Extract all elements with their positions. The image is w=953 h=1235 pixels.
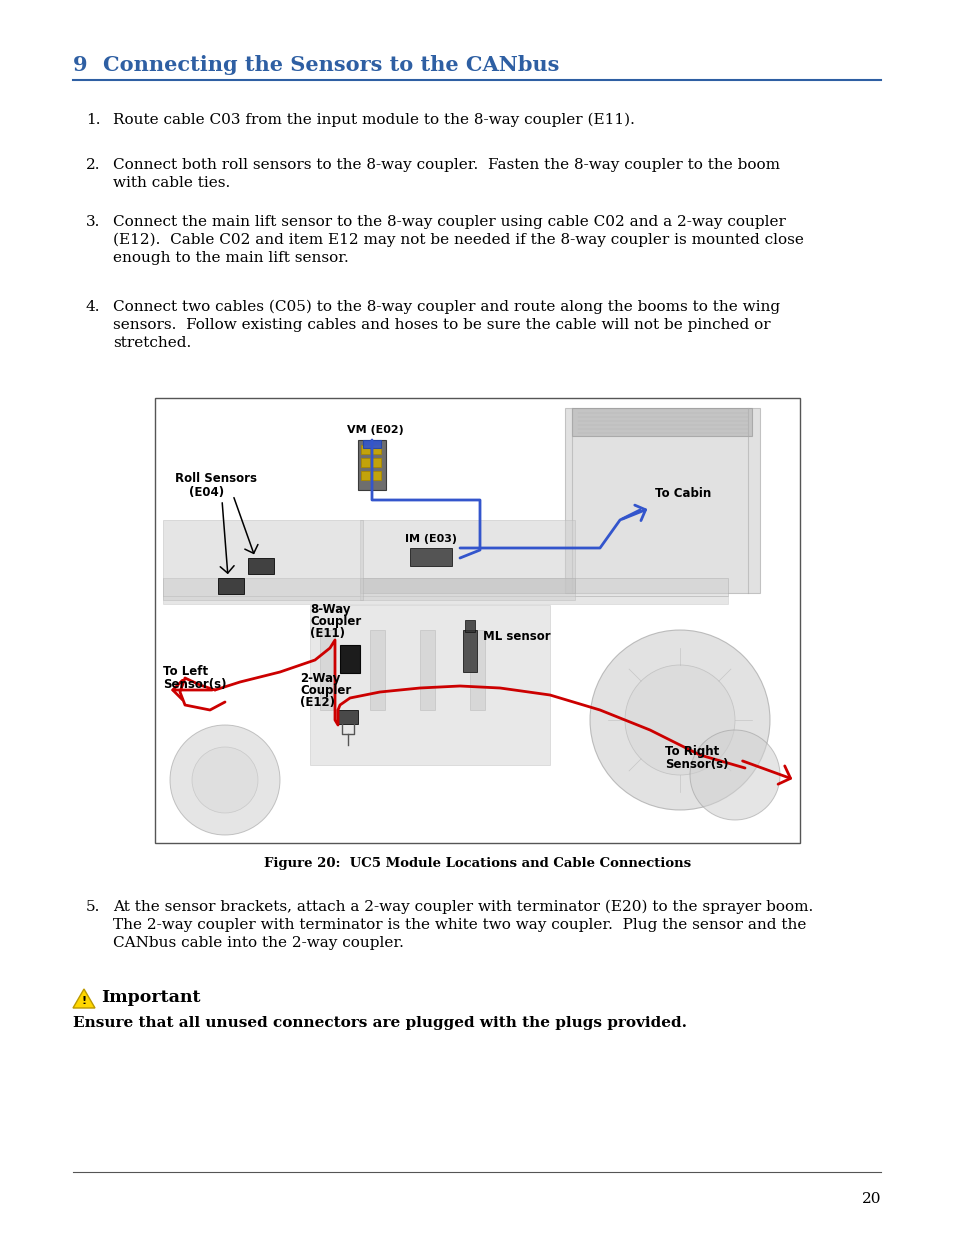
Text: Sensor(s): Sensor(s) <box>664 758 728 771</box>
Text: 8-Way: 8-Way <box>310 603 350 616</box>
Text: Connect both roll sensors to the 8-way coupler.  Fasten the 8-way coupler to the: Connect both roll sensors to the 8-way c… <box>112 158 780 172</box>
Text: Sensor(s): Sensor(s) <box>163 678 226 692</box>
Text: Coupler: Coupler <box>299 684 351 697</box>
Circle shape <box>192 747 257 813</box>
Bar <box>339 645 359 673</box>
Text: Ensure that all unused connectors are plugged with the plugs provided.: Ensure that all unused connectors are pl… <box>73 1016 686 1030</box>
Text: 2.: 2. <box>86 158 100 172</box>
Text: (E04): (E04) <box>189 487 224 499</box>
Text: !: ! <box>81 995 87 1007</box>
Bar <box>564 408 760 593</box>
Text: To Right: To Right <box>664 745 719 758</box>
Text: The 2-way coupler with terminator is the white two way coupler.  Plug the sensor: The 2-way coupler with terminator is the… <box>112 918 805 932</box>
Bar <box>464 620 475 632</box>
Polygon shape <box>73 989 95 1008</box>
Text: (E12).  Cable C02 and item E12 may not be needed if the 8-way coupler is mounted: (E12). Cable C02 and item E12 may not be… <box>112 233 803 247</box>
Bar <box>360 445 370 454</box>
Text: Connect the main lift sensor to the 8-way coupler using cable C02 and a 2-way co: Connect the main lift sensor to the 8-wa… <box>112 215 785 228</box>
Circle shape <box>170 725 280 835</box>
Text: To Left: To Left <box>163 664 208 678</box>
Circle shape <box>624 664 734 776</box>
Bar <box>163 597 727 604</box>
Bar <box>337 710 357 724</box>
Text: enough to the main lift sensor.: enough to the main lift sensor. <box>112 251 349 266</box>
Bar <box>419 630 435 710</box>
Bar <box>410 548 452 566</box>
Bar <box>572 408 751 436</box>
Bar <box>372 471 380 480</box>
Text: To Cabin: To Cabin <box>655 487 711 500</box>
Bar <box>319 630 335 710</box>
Text: stretched.: stretched. <box>112 336 191 350</box>
Text: VM (E02): VM (E02) <box>346 425 403 435</box>
Bar <box>359 578 575 593</box>
Bar <box>248 558 274 574</box>
Bar <box>372 445 380 454</box>
Text: Route cable C03 from the input module to the 8-way coupler (E11).: Route cable C03 from the input module to… <box>112 112 634 127</box>
Bar <box>372 458 380 467</box>
Text: Coupler: Coupler <box>310 615 361 629</box>
Text: 3.: 3. <box>86 215 100 228</box>
Bar <box>363 440 380 448</box>
Text: (E12): (E12) <box>299 697 335 709</box>
Bar <box>359 520 575 600</box>
Text: (E11): (E11) <box>310 627 345 640</box>
Circle shape <box>689 730 780 820</box>
Bar <box>462 630 476 672</box>
Text: 4.: 4. <box>86 300 100 314</box>
Bar <box>370 630 385 710</box>
Bar <box>154 398 800 844</box>
Text: 9: 9 <box>73 56 88 75</box>
Text: Important: Important <box>101 989 200 1007</box>
Text: CANbus cable into the 2-way coupler.: CANbus cable into the 2-way coupler. <box>112 936 403 950</box>
Text: with cable ties.: with cable ties. <box>112 177 230 190</box>
Text: sensors.  Follow existing cables and hoses to be sure the cable will not be pinc: sensors. Follow existing cables and hose… <box>112 317 770 332</box>
Bar <box>218 578 244 594</box>
Bar <box>163 578 727 597</box>
Text: 1.: 1. <box>86 112 100 127</box>
Text: Figure 20:  UC5 Module Locations and Cable Connections: Figure 20: UC5 Module Locations and Cabl… <box>264 857 690 869</box>
Bar <box>360 458 370 467</box>
Circle shape <box>589 630 769 810</box>
Text: 2-Way: 2-Way <box>299 672 340 685</box>
Text: Roll Sensors: Roll Sensors <box>174 472 256 485</box>
Text: IM (E03): IM (E03) <box>405 534 456 543</box>
Bar <box>470 630 484 710</box>
Text: 5.: 5. <box>86 900 100 914</box>
Text: At the sensor brackets, attach a 2-way coupler with terminator (E20) to the spra: At the sensor brackets, attach a 2-way c… <box>112 900 812 914</box>
Text: ML sensor: ML sensor <box>482 630 550 643</box>
Text: Connect two cables (C05) to the 8-way coupler and route along the booms to the w: Connect two cables (C05) to the 8-way co… <box>112 300 780 315</box>
Text: Connecting the Sensors to the CANbus: Connecting the Sensors to the CANbus <box>103 56 558 75</box>
Bar <box>357 440 386 490</box>
Bar <box>163 520 363 600</box>
Text: 20: 20 <box>861 1192 880 1207</box>
Bar <box>360 471 370 480</box>
Bar <box>310 605 550 764</box>
